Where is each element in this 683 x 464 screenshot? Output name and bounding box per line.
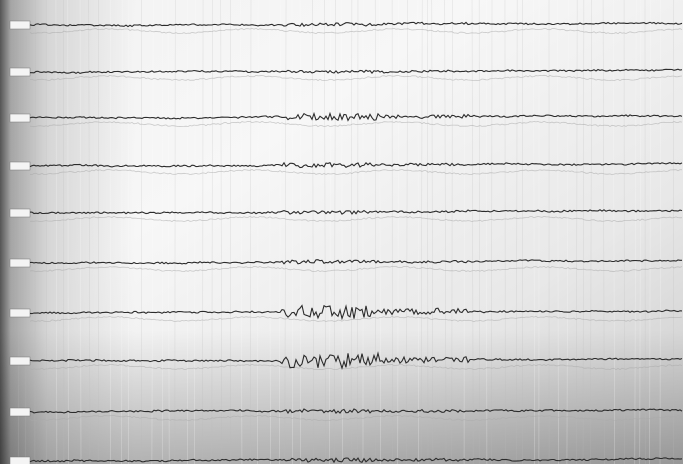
texture-line	[324, 0, 326, 464]
faint-trace	[29, 168, 683, 176]
texture-line	[121, 0, 123, 464]
texture-line	[249, 0, 252, 464]
texture-line	[634, 0, 637, 464]
traces	[9, 20, 683, 464]
texture-line	[397, 0, 399, 464]
texture-line	[590, 0, 592, 464]
texture-line	[202, 0, 204, 464]
faint-trace	[29, 74, 683, 82]
texture-line	[167, 0, 170, 464]
texture-line	[55, 0, 58, 464]
texture-line	[612, 0, 615, 464]
faint-trace	[29, 414, 683, 422]
channel-label-box	[9, 356, 31, 366]
texture-line	[350, 0, 353, 464]
texture-line	[211, 0, 213, 464]
channel-label-box	[9, 161, 31, 171]
texture-line	[405, 0, 408, 464]
texture-line	[79, 0, 82, 464]
trace	[29, 457, 683, 464]
texture-line	[257, 0, 259, 464]
texture-line	[269, 0, 271, 464]
texture-line	[341, 0, 343, 464]
texture-line	[639, 0, 642, 464]
faint-trace	[29, 363, 683, 371]
channel-label-box	[9, 258, 31, 268]
channel-label-box	[9, 113, 31, 123]
texture-line	[491, 0, 493, 464]
texture-line	[329, 0, 332, 464]
texture-line	[18, 0, 21, 464]
texture-line	[240, 0, 243, 464]
texture-line	[67, 0, 69, 464]
paper-texture	[18, 0, 675, 464]
faint-trace	[29, 315, 683, 323]
trace	[29, 21, 683, 28]
faint-trace	[29, 27, 683, 35]
texture-line	[194, 0, 196, 464]
texture-line	[533, 0, 536, 464]
texture-line	[25, 0, 27, 464]
texture-line	[333, 0, 336, 464]
bottom-shadow	[0, 330, 683, 464]
texture-line	[557, 0, 559, 464]
texture-line	[34, 0, 36, 464]
texture-line	[451, 0, 453, 464]
texture-line	[284, 0, 287, 464]
trace	[29, 408, 683, 415]
channel-label-box	[9, 20, 31, 30]
texture-line	[516, 0, 518, 464]
trace	[29, 111, 683, 122]
channel-label-box	[9, 308, 31, 318]
texture-line	[485, 0, 488, 464]
channel-label-box	[9, 456, 31, 464]
texture-line	[582, 0, 585, 464]
trace	[29, 209, 683, 215]
trace	[29, 161, 683, 169]
channel-label-box	[9, 67, 31, 77]
texture-line	[602, 0, 605, 464]
trace	[30, 68, 683, 75]
faint-trace	[29, 215, 683, 223]
trace	[30, 259, 682, 265]
channel-label-box	[9, 407, 31, 417]
faint-trace	[29, 120, 683, 128]
trace	[29, 304, 683, 321]
texture-line	[649, 0, 652, 464]
texture-line	[471, 0, 474, 464]
trace	[29, 351, 683, 370]
texture-line	[62, 0, 65, 464]
texture-line	[312, 0, 314, 464]
texture-line	[576, 0, 578, 464]
channel-label-box	[9, 208, 31, 218]
texture-line	[151, 0, 154, 464]
faint-trace	[29, 265, 683, 273]
texture-line	[444, 0, 447, 464]
texture-line	[566, 0, 569, 464]
